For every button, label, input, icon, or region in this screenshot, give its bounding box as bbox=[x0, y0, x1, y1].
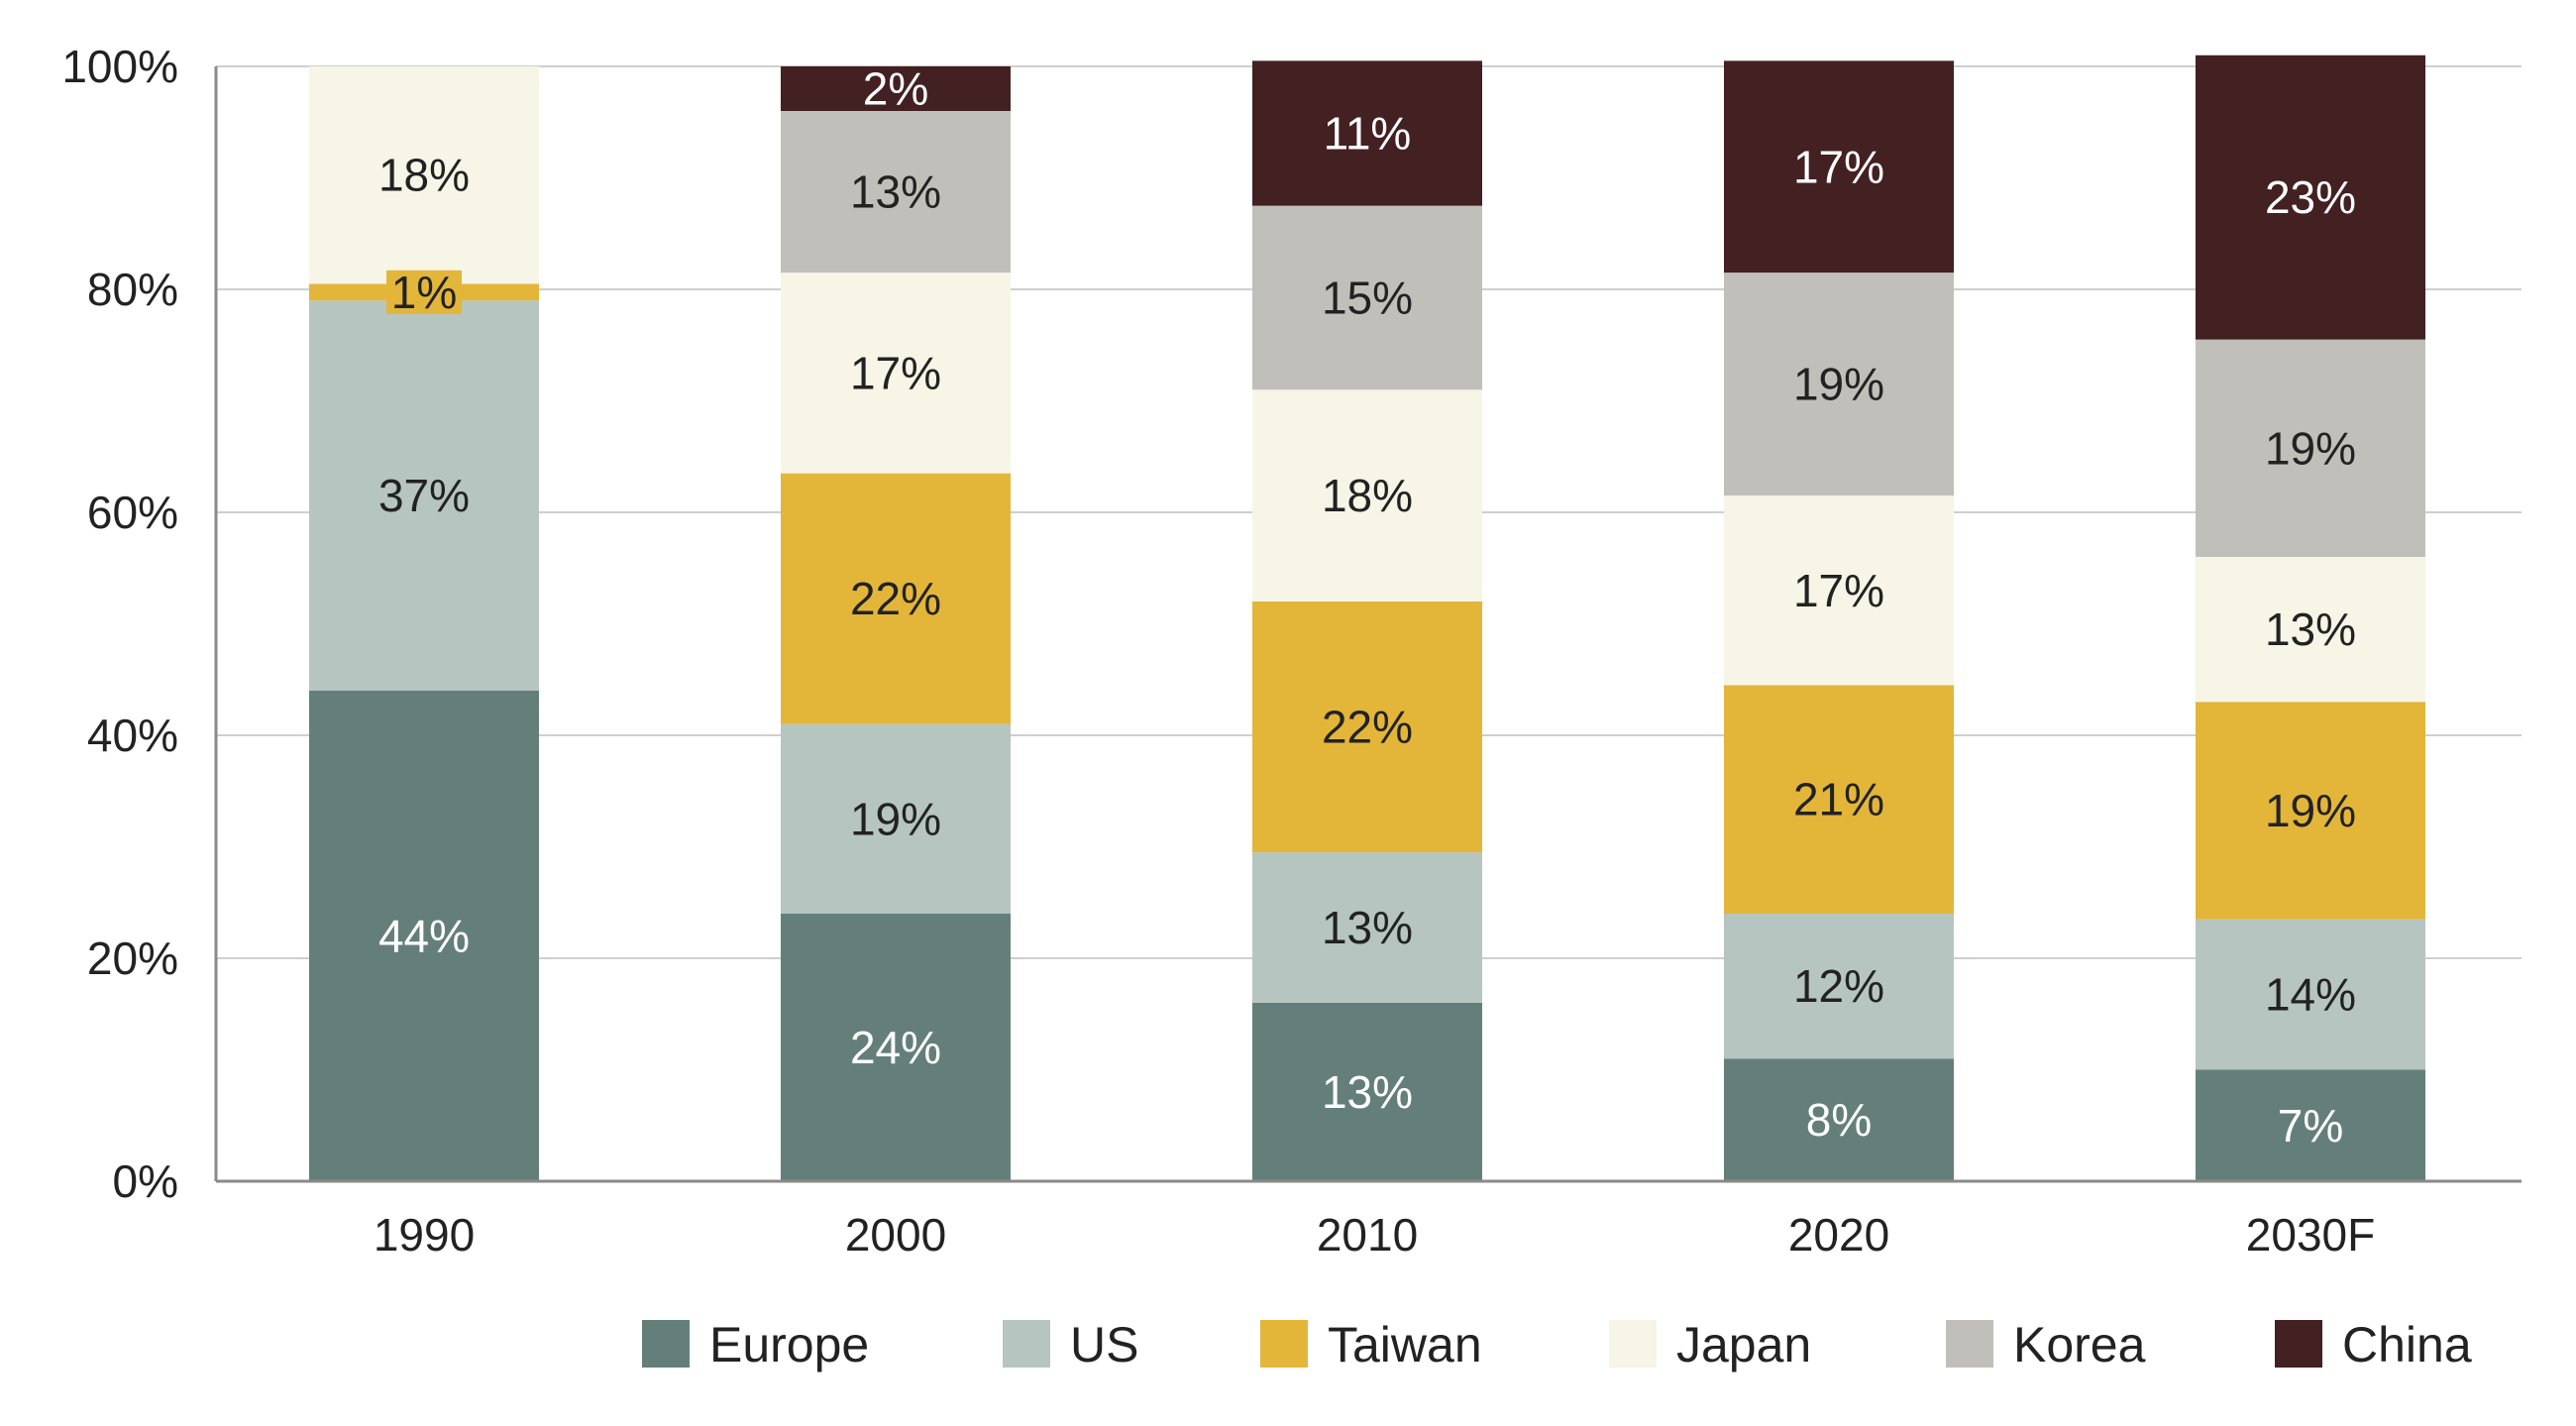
x-tick-label: 2030F bbox=[2246, 1209, 2375, 1261]
legend-item-japan: Japan bbox=[1609, 1317, 1811, 1372]
legend-item-china: China bbox=[2275, 1317, 2472, 1372]
bar-segment-europe bbox=[309, 691, 539, 1181]
legend-label: Japan bbox=[1676, 1317, 1811, 1372]
value-label-japan: 18% bbox=[378, 150, 470, 201]
bar-segment-japan bbox=[2196, 557, 2425, 703]
value-label-europe: 24% bbox=[850, 1022, 941, 1073]
bar-segment-japan bbox=[309, 66, 539, 284]
bar-segment-europe bbox=[781, 914, 1011, 1181]
y-tick-label: 40% bbox=[87, 710, 178, 761]
y-axis: 0% 20% 40% 60% 80% 100% bbox=[61, 41, 178, 1207]
bar-segment-taiwan bbox=[781, 473, 1011, 724]
legend-item-taiwan: Taiwan bbox=[1260, 1317, 1482, 1372]
bar-segment-china bbox=[781, 66, 1011, 111]
bar-segment-us bbox=[2196, 919, 2425, 1070]
y-tick-label: 0% bbox=[113, 1155, 178, 1207]
bar-segment-china bbox=[2196, 55, 2425, 340]
bar-segment-taiwan bbox=[1724, 685, 1954, 914]
value-label-europe: 44% bbox=[378, 911, 470, 962]
bar-segment-china bbox=[1252, 60, 1482, 206]
bar-segment-us bbox=[781, 723, 1011, 914]
x-tick-label: 2010 bbox=[1317, 1209, 1418, 1261]
bar-segment-taiwan bbox=[2196, 702, 2425, 920]
y-tick-label: 20% bbox=[87, 932, 178, 984]
legend-swatch bbox=[642, 1320, 690, 1368]
legend-item-europe: Europe bbox=[642, 1317, 869, 1372]
bar-segment-japan bbox=[1252, 389, 1482, 602]
value-label-korea: 19% bbox=[1793, 359, 1884, 410]
bar-segment-korea bbox=[1252, 205, 1482, 390]
value-label-china: 17% bbox=[1793, 141, 1884, 192]
bar-segment-korea bbox=[1724, 273, 1954, 496]
value-label-europe: 8% bbox=[1806, 1094, 1872, 1146]
value-label-europe: 7% bbox=[2278, 1100, 2343, 1152]
legend-swatch bbox=[1609, 1320, 1657, 1368]
value-label-china: 23% bbox=[2265, 171, 2356, 223]
legend-label: Europe bbox=[709, 1317, 869, 1372]
value-label-japan: 17% bbox=[1793, 565, 1884, 616]
bar-segment-europe bbox=[1724, 1058, 1954, 1181]
y-tick-label: 80% bbox=[87, 264, 178, 315]
y-tick-label: 60% bbox=[87, 487, 178, 538]
value-labels: 44% 37% 1% 18% 24% 19% 22% 17% 13% 2% 13% 13% 22% 18%… bbox=[378, 63, 2356, 1152]
legend-label: US bbox=[1070, 1317, 1138, 1372]
bar-segment-japan bbox=[1724, 495, 1954, 686]
legend-swatch bbox=[1946, 1320, 1993, 1368]
legend-swatch bbox=[1260, 1320, 1308, 1368]
x-tick-label: 2020 bbox=[1788, 1209, 1889, 1261]
bar-segment-japan bbox=[781, 273, 1011, 474]
bar-segment-korea bbox=[781, 111, 1011, 274]
value-label-europe: 13% bbox=[1322, 1066, 1413, 1118]
value-label-us: 12% bbox=[1793, 960, 1884, 1012]
value-label-korea: 15% bbox=[1322, 272, 1413, 323]
legend-label: Korea bbox=[2013, 1317, 2146, 1372]
x-tick-label: 2000 bbox=[845, 1209, 946, 1261]
y-tick-label: 100% bbox=[61, 41, 178, 92]
value-label-taiwan: 22% bbox=[1322, 702, 1413, 753]
bar-segment-us bbox=[1252, 852, 1482, 1003]
value-label-japan: 17% bbox=[850, 347, 941, 398]
bars bbox=[309, 55, 2425, 1181]
x-tick-label: 1990 bbox=[374, 1209, 475, 1261]
value-label-taiwan: 22% bbox=[850, 573, 941, 624]
legend-item-korea: Korea bbox=[1946, 1317, 2146, 1372]
value-label-us: 13% bbox=[1322, 902, 1413, 953]
bar-segment-europe bbox=[1252, 1003, 1482, 1181]
legend-swatch bbox=[1003, 1320, 1050, 1368]
value-label-taiwan: 19% bbox=[2265, 785, 2356, 836]
value-label-taiwan: 1% bbox=[391, 267, 457, 318]
bar-segment-korea bbox=[2196, 339, 2425, 557]
bar-segment-us bbox=[309, 300, 539, 691]
value-label-china: 11% bbox=[1324, 108, 1412, 160]
value-label-us: 19% bbox=[850, 793, 941, 844]
value-label-tag bbox=[386, 270, 462, 314]
value-label-us: 37% bbox=[378, 470, 470, 521]
bar-segment-taiwan bbox=[1252, 602, 1482, 853]
value-label-japan: 13% bbox=[2265, 603, 2356, 655]
value-label-us: 14% bbox=[2265, 969, 2356, 1021]
legend-label: Taiwan bbox=[1328, 1317, 1482, 1372]
legend-label: China bbox=[2342, 1317, 2472, 1372]
legend-item-us: US bbox=[1003, 1317, 1138, 1372]
legend: Europe US Taiwan Japan Korea China bbox=[642, 1317, 2472, 1372]
value-label-china: 2% bbox=[863, 63, 928, 115]
value-label-korea: 13% bbox=[850, 166, 941, 218]
value-label-taiwan: 21% bbox=[1793, 774, 1884, 825]
bar-segment-us bbox=[1724, 914, 1954, 1059]
value-label-japan: 18% bbox=[1322, 470, 1413, 521]
legend-swatch bbox=[2275, 1320, 2322, 1368]
bar-segment-china bbox=[1724, 60, 1954, 274]
value-label-korea: 19% bbox=[2265, 422, 2356, 474]
bar-segment-europe bbox=[2196, 1069, 2425, 1181]
